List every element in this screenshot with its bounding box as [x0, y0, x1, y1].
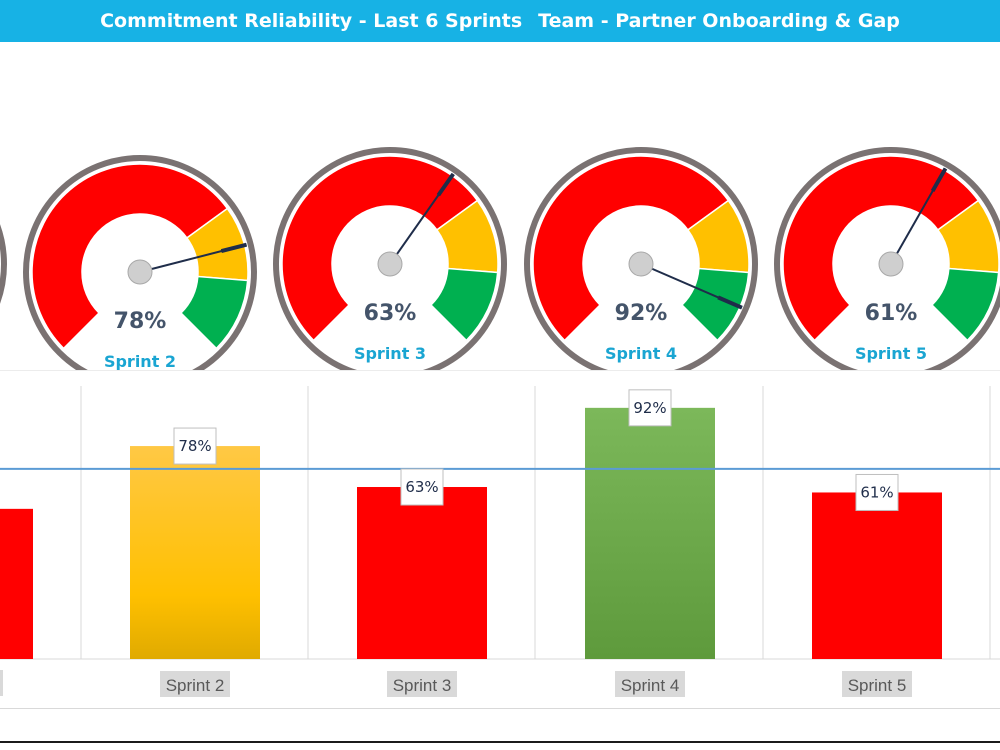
gauge-sprint-label: Sprint 3 [354, 344, 426, 363]
gauge-zone-green [179, 275, 249, 350]
data-label-box [400, 468, 444, 506]
category-label: Sprint 3 [393, 676, 452, 695]
gauge-needle [717, 295, 743, 310]
data-label: 61% [860, 483, 893, 501]
gauge-zone-green [680, 267, 750, 342]
dashboard-title-bar: Commitment Reliability - Last 6 Sprints … [0, 0, 1000, 42]
bar-chart: 78% 63% 92% 61% Sprint 2 Sprint 3 Sprint 4 Spri… [0, 370, 1000, 697]
gauge-partial-left [0, 224, 7, 304]
chart-bottom-rule [0, 708, 1000, 709]
gauge-zone-red [782, 155, 980, 342]
bar-sprint-5 [812, 492, 942, 659]
bar-sprint-4 [585, 407, 715, 659]
data-label-box [855, 473, 899, 511]
gauges-panel: 78% Sprint 2 63% Sprint 3 92% Sprint 4 61% Spri… [0, 147, 1000, 370]
category-label-bg [160, 671, 230, 697]
category-label-partial-bg [0, 670, 3, 696]
category-label: Sprint 5 [848, 676, 907, 695]
gauge-zone-green [429, 267, 499, 342]
gauge-hub [377, 251, 403, 277]
gauge-value: 92% [615, 301, 668, 326]
gauge-value: 61% [865, 301, 918, 326]
gauge-needle [930, 167, 948, 193]
bar-sprint-3 [357, 487, 487, 659]
gauge-sprint-3: 63% Sprint 3 [273, 147, 507, 370]
data-label: 92% [633, 399, 666, 417]
gauge-sprint-label: Sprint 5 [855, 344, 927, 363]
gauge-value: 63% [364, 301, 417, 326]
dashboard-title: Commitment Reliability - Last 6 Sprints [100, 10, 523, 32]
bar-partial-left [0, 508, 33, 659]
gauge-needle [436, 172, 455, 197]
gauge-hub [878, 251, 904, 277]
data-label: 78% [178, 437, 211, 455]
gauge-zone-green [930, 267, 1000, 342]
category-label-bg [842, 671, 912, 697]
gauge-partial-dial [0, 224, 7, 304]
gauge-value: 78% [114, 309, 167, 334]
category-label: Sprint 2 [166, 676, 225, 695]
frame-bottom-border [0, 741, 1000, 743]
data-label-box [173, 427, 217, 465]
gauge-needle [220, 242, 248, 254]
gauge-hub [127, 259, 153, 285]
gauge-hub [628, 251, 654, 277]
category-label: Sprint 4 [621, 676, 680, 695]
category-label-bg [387, 671, 457, 697]
bar-sprint-2 [130, 446, 260, 659]
gauge-zone-red [532, 155, 730, 342]
data-label: 63% [405, 478, 438, 496]
gauge-zone-red [281, 155, 479, 342]
gauge-zone-red [31, 163, 229, 350]
gauge-sprint-2: 78% Sprint 2 [23, 155, 257, 370]
gauge-sprint-5: 61% Sprint 5 [774, 147, 1000, 370]
gauge-sprint-label: Sprint 4 [605, 344, 677, 363]
gauge-sprint-4: 92% Sprint 4 [524, 147, 758, 370]
category-label-bg [615, 671, 685, 697]
data-label-box [628, 389, 672, 427]
team-name: Team - Partner Onboarding & Gap [538, 10, 900, 32]
gauge-sprint-label: Sprint 2 [104, 352, 176, 370]
